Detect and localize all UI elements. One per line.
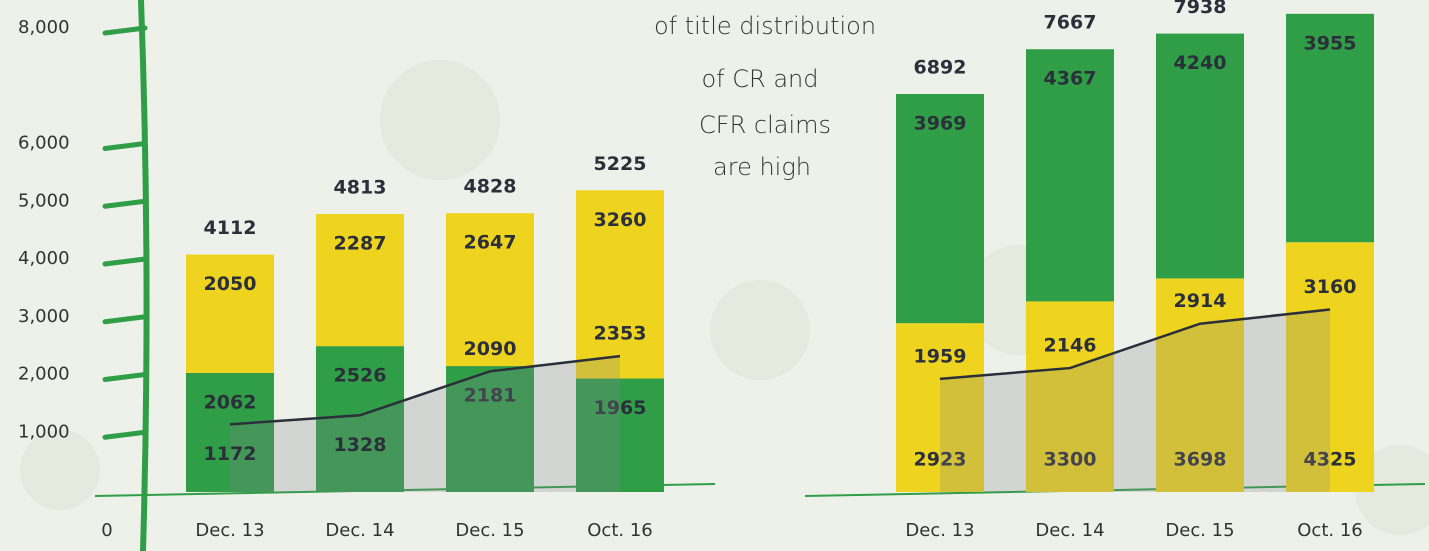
- line-label: 2353: [594, 323, 647, 345]
- segment-label: 2287: [334, 233, 387, 255]
- y-tick-label: 3,000: [18, 306, 70, 327]
- y-tick-label: 1,000: [18, 421, 70, 442]
- total-label: 5225: [594, 153, 647, 175]
- x-tick-label: Dec. 15: [455, 520, 524, 541]
- y-tick-label: 4,000: [18, 248, 70, 269]
- line-label: 3160: [1304, 276, 1357, 298]
- y-tick-label: 2,000: [18, 364, 70, 385]
- line-label: 2090: [464, 338, 517, 360]
- line: [939, 308, 1331, 381]
- segment-label: 4325: [1304, 449, 1357, 471]
- segment-label: 2647: [464, 232, 517, 254]
- x-tick-label: Oct. 16: [1297, 520, 1362, 541]
- x-tick-label: Dec. 14: [325, 520, 394, 541]
- segment-label: 4367: [1044, 68, 1097, 90]
- y-tick-label: 8,000: [18, 17, 70, 38]
- total-label: 4828: [464, 176, 517, 198]
- segment-label: 3955: [1304, 32, 1357, 54]
- line: [229, 354, 621, 426]
- segment-label: 2062: [204, 391, 257, 413]
- bar-segment: [446, 213, 534, 367]
- caption-line: of CR and: [702, 65, 819, 93]
- segment-label: 3300: [1044, 449, 1097, 471]
- caption-line: of title distribution: [654, 12, 876, 40]
- segment-label: 1965: [594, 397, 647, 419]
- line-label: 1328: [334, 434, 387, 456]
- bar-segment: [316, 214, 404, 347]
- bar-segment: [1156, 278, 1244, 492]
- caption-line: are high: [713, 153, 811, 181]
- bar-segment: [446, 366, 534, 492]
- y-tick: [102, 314, 148, 325]
- y-tick-label: 0: [101, 520, 112, 541]
- bar-segment: [1156, 33, 1244, 279]
- y-tick: [102, 198, 148, 209]
- bar-segment: [1286, 242, 1374, 492]
- y-tick: [102, 429, 148, 440]
- bar-segment: [896, 323, 984, 492]
- line-label: 2914: [1174, 290, 1227, 312]
- y-tick-label: 6,000: [18, 133, 70, 154]
- line-area: [230, 356, 620, 492]
- total-label: 7938: [1174, 0, 1227, 18]
- segment-label: 3698: [1174, 449, 1227, 471]
- line-label: 1172: [204, 443, 257, 465]
- segment-label: 2526: [334, 365, 387, 387]
- y-tick: [102, 25, 148, 36]
- x-tick-label: Dec. 13: [905, 520, 974, 541]
- y-tick: [102, 141, 148, 151]
- bar-segment: [576, 190, 664, 379]
- bar-segment: [186, 372, 274, 492]
- x-tick-label: Dec. 15: [1165, 520, 1234, 541]
- caption-line: CFR claims: [699, 111, 831, 139]
- x-tick-label: Dec. 13: [195, 520, 264, 541]
- bar-segment: [316, 346, 404, 492]
- bar-segment: [1026, 49, 1114, 302]
- segment-label: 2050: [204, 273, 257, 295]
- total-label: 4112: [204, 217, 257, 239]
- y-axis: [138, 0, 150, 551]
- segment-label: 4240: [1174, 52, 1227, 74]
- total-label: 7667: [1044, 12, 1097, 34]
- y-tick: [102, 372, 148, 382]
- x-tick-label: Oct. 16: [587, 520, 652, 541]
- bar-segment: [186, 254, 274, 373]
- bar-segment: [1286, 13, 1374, 243]
- segment-label: 3260: [594, 209, 647, 231]
- y-tick: [102, 256, 148, 267]
- line-area: [940, 309, 1330, 492]
- bar-segment: [1026, 301, 1114, 492]
- bar-segment: [576, 378, 664, 492]
- segment-label: 2923: [914, 449, 967, 471]
- total-label: 6892: [914, 56, 967, 78]
- segment-label: 3969: [914, 112, 967, 134]
- segment-label: 2181: [464, 385, 517, 407]
- line-label: 1959: [914, 345, 967, 367]
- total-label: 4813: [334, 177, 387, 199]
- y-tick-label: 5,000: [18, 190, 70, 211]
- x-tick-label: Dec. 14: [1035, 520, 1104, 541]
- bar-segment: [896, 93, 984, 324]
- line-label: 2146: [1044, 335, 1097, 357]
